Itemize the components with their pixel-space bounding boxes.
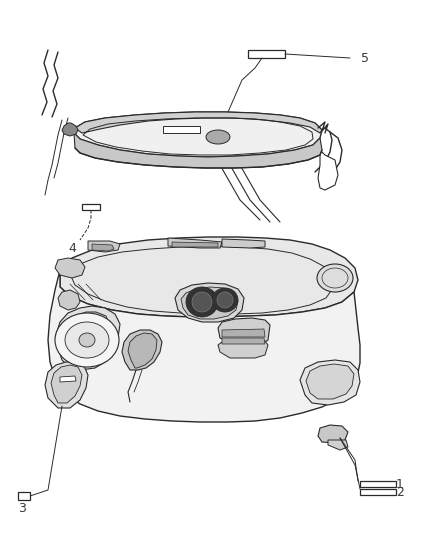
Polygon shape: [82, 204, 100, 210]
Polygon shape: [92, 244, 114, 251]
Ellipse shape: [79, 333, 95, 347]
Polygon shape: [318, 150, 338, 190]
Polygon shape: [62, 123, 78, 136]
Polygon shape: [181, 287, 238, 319]
Polygon shape: [74, 112, 322, 157]
Polygon shape: [218, 341, 268, 358]
Polygon shape: [360, 489, 396, 495]
Polygon shape: [163, 126, 200, 133]
Polygon shape: [248, 50, 285, 58]
Polygon shape: [306, 364, 354, 399]
Text: 2: 2: [396, 486, 404, 498]
Ellipse shape: [192, 292, 212, 312]
Polygon shape: [360, 481, 396, 487]
Text: 4: 4: [68, 241, 76, 254]
Polygon shape: [60, 376, 76, 382]
Ellipse shape: [55, 313, 119, 367]
Ellipse shape: [206, 130, 230, 144]
Polygon shape: [48, 270, 360, 422]
Polygon shape: [51, 365, 82, 403]
Ellipse shape: [212, 288, 238, 312]
Polygon shape: [74, 133, 322, 168]
Polygon shape: [328, 440, 348, 450]
Polygon shape: [218, 318, 270, 345]
Ellipse shape: [217, 292, 233, 308]
Polygon shape: [55, 258, 85, 278]
Polygon shape: [18, 492, 30, 500]
Text: 5: 5: [361, 52, 369, 64]
Polygon shape: [45, 362, 88, 408]
Polygon shape: [318, 425, 348, 443]
Polygon shape: [75, 112, 322, 133]
Text: 3: 3: [18, 502, 26, 514]
Polygon shape: [222, 239, 265, 248]
Polygon shape: [63, 312, 110, 364]
Polygon shape: [175, 283, 244, 322]
Polygon shape: [300, 360, 360, 405]
Ellipse shape: [186, 287, 218, 317]
Ellipse shape: [317, 264, 353, 292]
Ellipse shape: [65, 322, 109, 358]
Polygon shape: [60, 237, 358, 317]
Polygon shape: [222, 338, 265, 344]
Polygon shape: [60, 326, 84, 348]
Polygon shape: [172, 242, 218, 247]
Polygon shape: [122, 330, 162, 370]
Polygon shape: [128, 333, 157, 368]
Polygon shape: [56, 306, 120, 370]
Text: 1: 1: [396, 478, 404, 490]
Polygon shape: [88, 241, 120, 252]
Polygon shape: [58, 290, 80, 310]
Polygon shape: [168, 238, 222, 248]
Polygon shape: [222, 329, 265, 337]
